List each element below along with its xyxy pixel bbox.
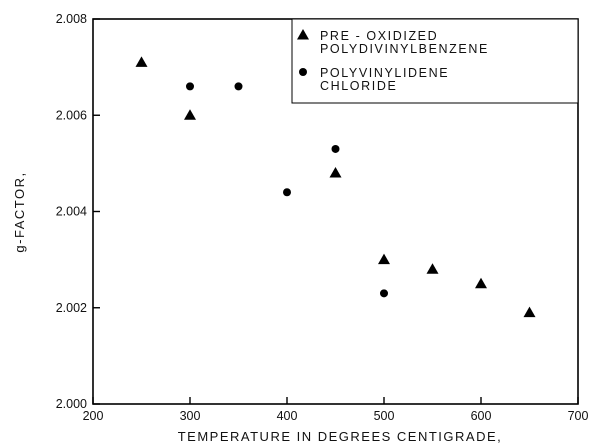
legend-label: POLYDIVINYLBENZENE — [320, 42, 489, 56]
x-tick-label: 200 — [83, 409, 104, 423]
legend-box — [291, 18, 579, 104]
x-tick-label: 700 — [568, 409, 589, 423]
circle-point — [186, 82, 194, 91]
circle-point — [331, 144, 340, 153]
triangle-point — [329, 167, 342, 178]
triangle-point — [378, 253, 390, 265]
triangle-point — [426, 263, 439, 274]
y-axis-title: g-FACTOR, — [12, 171, 27, 252]
circle-point — [283, 188, 291, 197]
triangle-point — [475, 277, 487, 289]
x-axis-ticks: 200 300 400 500 600 700 — [83, 397, 589, 423]
x-tick-label: 500 — [374, 409, 395, 423]
triangle-point — [135, 56, 148, 67]
legend-circle-icon — [299, 68, 307, 76]
x-axis-title: TEMPERATURE IN DEGREES CENTIGRADE, — [178, 429, 503, 444]
legend-label: POLYVINYLIDENE — [320, 66, 449, 80]
y-tick-label: 2.008 — [56, 12, 87, 26]
y-tick-label: 2.004 — [56, 205, 87, 219]
data-points — [135, 56, 536, 318]
y-axis-ticks: 2.000 2.002 2.004 2.006 2.008 — [56, 12, 100, 411]
legend-label: CHLORIDE — [320, 79, 397, 93]
y-tick-label: 2.000 — [56, 397, 87, 411]
legend-label: PRE - OXIDIZED — [320, 29, 438, 43]
y-tick-label: 2.006 — [56, 108, 87, 122]
x-tick-label: 300 — [180, 409, 201, 423]
triangle-point — [523, 306, 536, 318]
triangle-point — [184, 109, 196, 120]
x-tick-label: 400 — [277, 409, 298, 423]
y-tick-label: 2.002 — [56, 301, 87, 315]
legend-triangle-icon — [297, 29, 309, 40]
circle-point — [380, 289, 388, 298]
x-tick-label: 600 — [471, 409, 492, 423]
circle-point — [234, 82, 243, 91]
